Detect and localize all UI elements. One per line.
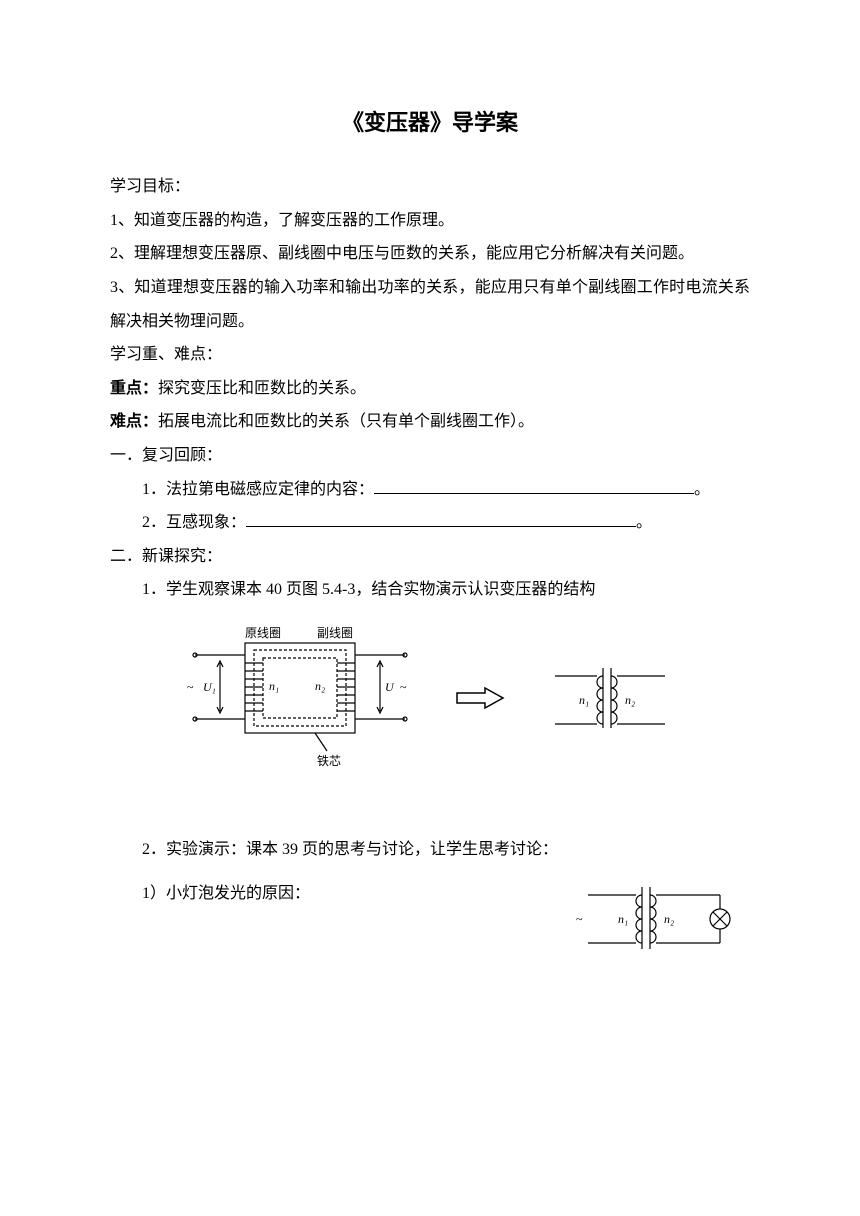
- goal-heading: 学习目标：: [110, 170, 750, 204]
- transformer-lamp-circuit: ~ n₁ n₂: [570, 877, 750, 967]
- label-u1: U₁: [203, 680, 216, 694]
- focus-hard: 难点：拓展电流比和匝数比的关系（只有单个副线圈工作）。: [110, 405, 750, 439]
- blank-suffix: 。: [636, 514, 652, 531]
- focus-key-label: 重点：: [110, 380, 158, 397]
- label-core: 铁芯: [317, 754, 341, 768]
- goal-1: 1、知道变压器的构造，了解变压器的工作原理。: [110, 204, 750, 238]
- sec2-item2-sub: 1）小灯泡发光的原因：: [110, 877, 570, 911]
- focus-hard-label: 难点：: [110, 413, 158, 430]
- label-primary-coil: 原线圈: [245, 626, 281, 640]
- focus-key-text: 探究变压比和匝数比的关系。: [158, 380, 366, 397]
- sec2-item2: 2．实验演示：课本 39 页的思考与讨论，让学生思考讨论：: [110, 833, 750, 867]
- focus-key: 重点：探究变压比和匝数比的关系。: [110, 372, 750, 406]
- label-n2: n₂: [315, 679, 325, 693]
- blank-line: [374, 478, 694, 494]
- blank-suffix: 。: [694, 481, 710, 498]
- sec2-heading: 二．新课探究：: [110, 540, 750, 574]
- circuit-n1: n₁: [618, 912, 628, 926]
- circuit-n2: n₂: [664, 912, 674, 926]
- label-n1: n₁: [269, 679, 279, 693]
- symbol-n2: n₂: [625, 693, 635, 707]
- label-ac-right: ~: [400, 680, 407, 694]
- transformer-symbol-diagram: n₁ n₂: [545, 658, 675, 738]
- goal-3: 3、知道理想变压器的输入功率和输出功率的关系，能应用只有单个副线圈工作时电流关系…: [110, 271, 750, 338]
- goal-2: 2、理解理想变压器原、副线圈中电压与匝数的关系，能应用它分析解决有关问题。: [110, 237, 750, 271]
- label-ac-left: ~: [187, 680, 194, 694]
- label-u: U: [385, 680, 395, 694]
- sec1-heading: 一．复习回顾：: [110, 439, 750, 473]
- page-title: 《变压器》导学案: [110, 100, 750, 146]
- sec1-q1: 1．法拉第电磁感应定律的内容： 。: [110, 473, 750, 507]
- experiment-row: 1）小灯泡发光的原因： ~ n₁ n₂: [110, 877, 750, 967]
- sec2-item1: 1．学生观察课本 40 页图 5.4-3，结合实物演示认识变压器的结构: [110, 573, 750, 607]
- transformer-structure-diagram: 原线圈 副线圈 U₁ ~ U ~ n₁ n₂ 铁芯: [185, 623, 415, 773]
- sec1-q2: 2．互感现象： 。: [110, 506, 750, 540]
- sec1-q2-label: 2．互感现象：: [142, 514, 246, 531]
- circuit-ac: ~: [576, 912, 583, 926]
- focus-heading: 学习重、难点：: [110, 338, 750, 372]
- arrow-icon: [455, 686, 505, 710]
- symbol-n1: n₁: [579, 693, 589, 707]
- blank-line: [246, 511, 636, 527]
- focus-hard-text: 拓展电流比和匝数比的关系（只有单个副线圈工作）。: [158, 413, 534, 430]
- transformer-diagram-row: 原线圈 副线圈 U₁ ~ U ~ n₁ n₂ 铁芯: [110, 623, 750, 773]
- label-secondary-coil: 副线圈: [317, 626, 353, 640]
- sec1-q1-label: 1．法拉第电磁感应定律的内容：: [142, 481, 374, 498]
